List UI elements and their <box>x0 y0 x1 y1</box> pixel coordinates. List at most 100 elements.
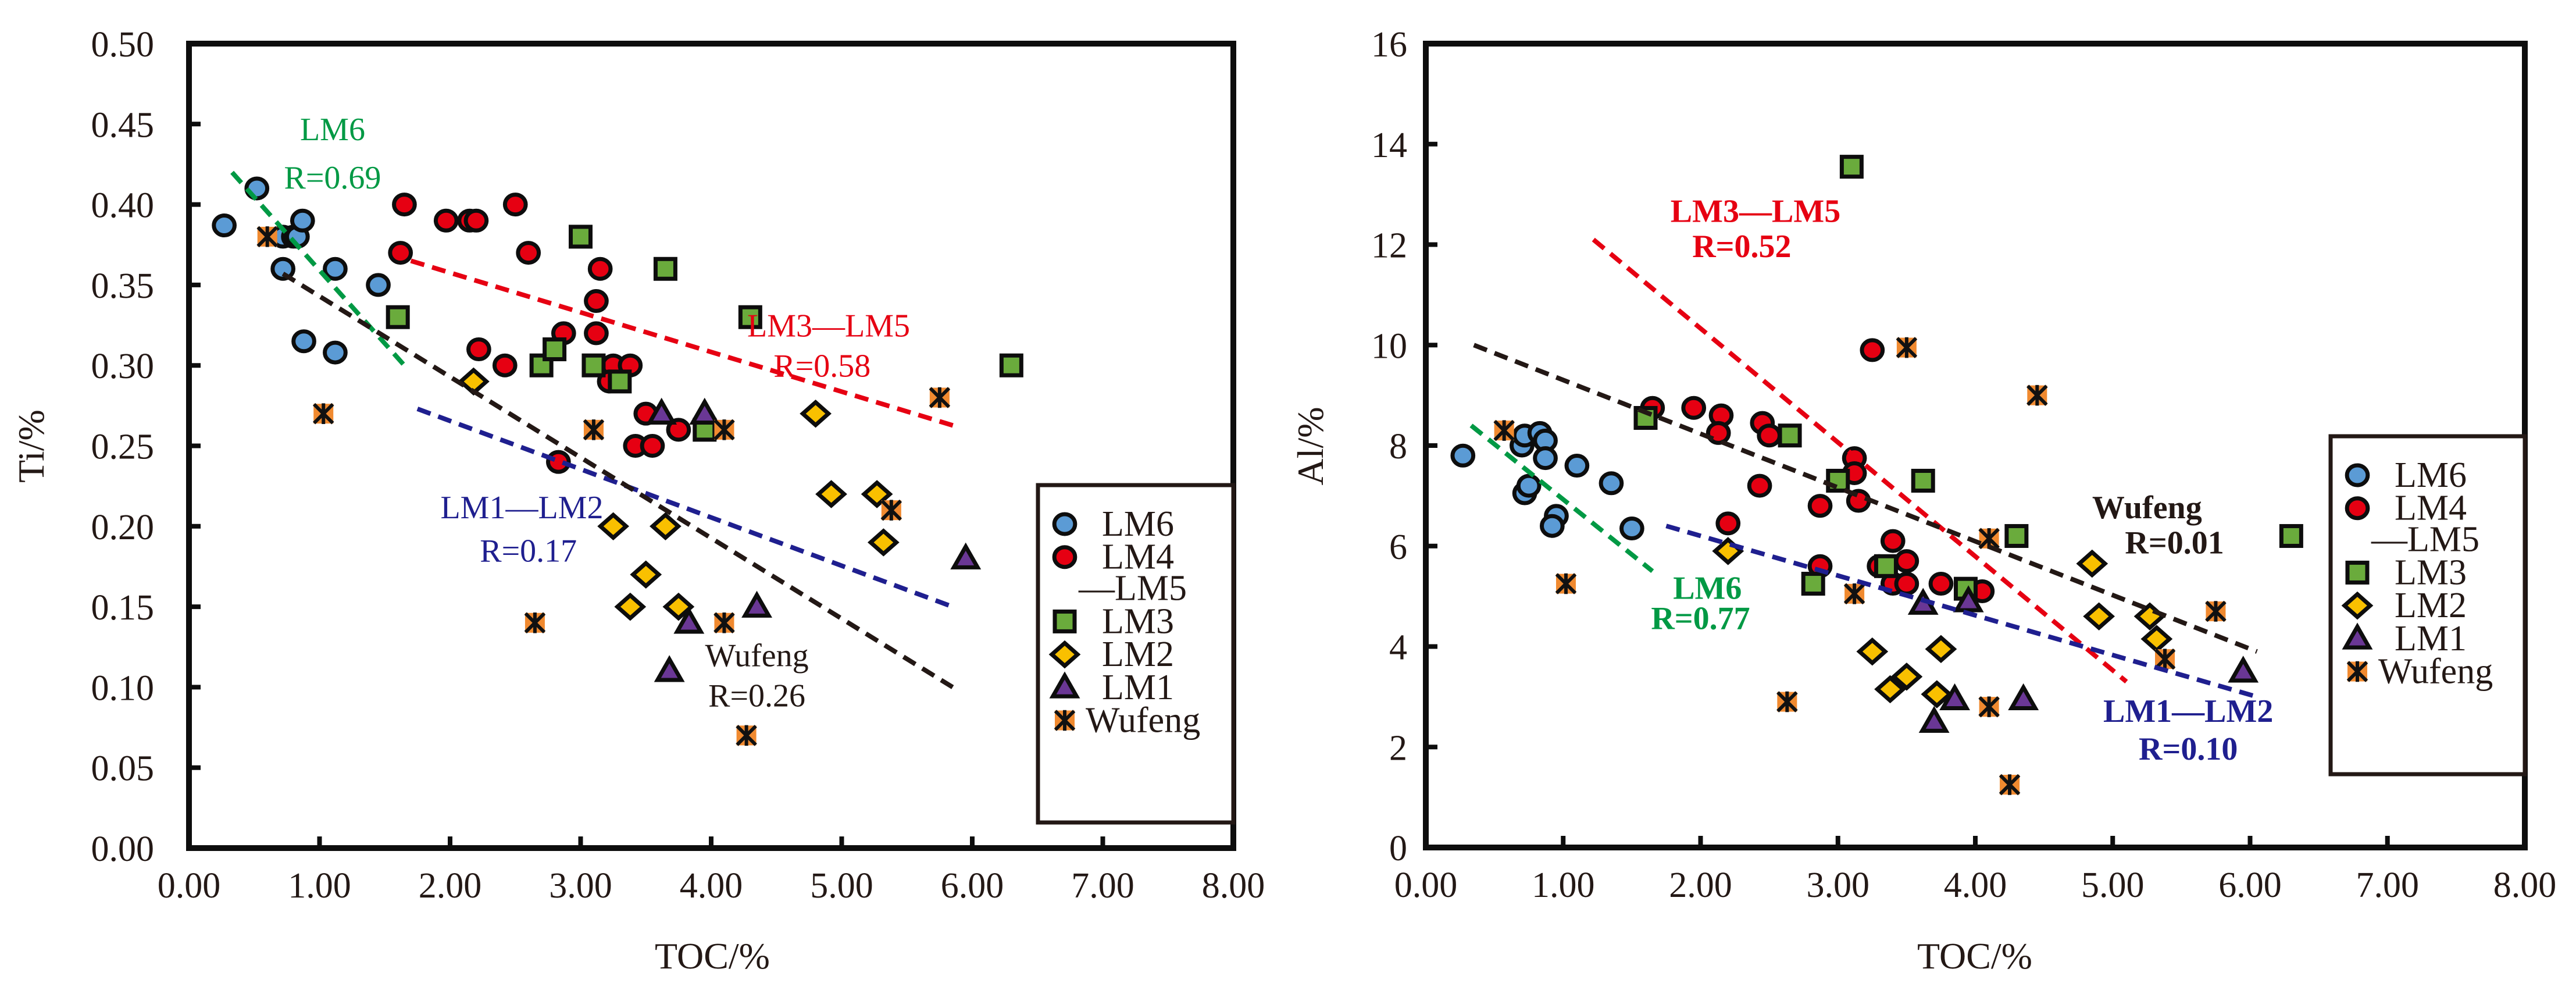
data-point <box>1715 511 1741 536</box>
asterisk-icon <box>312 403 334 425</box>
legend-marker-lm1 <box>1049 671 1080 699</box>
data-point <box>1999 774 2021 796</box>
trendline-label: LM3—LM5 <box>747 308 910 344</box>
data-point <box>1450 443 1476 468</box>
data-point <box>433 208 459 233</box>
x-tick-label: 2.00 <box>419 866 482 906</box>
trendline-r-value: R=0.52 <box>1692 229 1791 265</box>
data-point <box>583 419 605 441</box>
trendline-lm6 <box>230 170 406 367</box>
trendline-r-value: R=0.26 <box>708 678 805 714</box>
y-axis-title: Ti/% <box>10 409 52 483</box>
legend-label: LM4 <box>2395 489 2467 528</box>
data-point <box>392 193 417 217</box>
asterisk-icon <box>1896 337 1918 358</box>
legend-label: LM2 <box>1102 635 1174 674</box>
trendline-lm3-lm5 <box>410 258 958 429</box>
y-tick-label: 16 <box>1371 25 1407 65</box>
asterisk-icon <box>1493 419 1515 441</box>
data-point <box>614 592 647 621</box>
trendline-lm6 <box>1469 423 1654 574</box>
y-tick-label: 0.45 <box>91 105 155 145</box>
data-point <box>584 321 609 346</box>
data-point <box>212 213 237 238</box>
data-point <box>2008 683 2039 710</box>
legend-marker-lm3 <box>1052 609 1077 633</box>
asterisk-icon <box>1999 774 2021 796</box>
data-point <box>388 241 413 265</box>
legend-label: —LM5 <box>1078 569 1187 608</box>
y-tick-label: 0.50 <box>91 25 155 65</box>
legend-marker-wufeng <box>1054 710 1076 731</box>
data-point <box>666 418 691 442</box>
legend-label: LM3 <box>2395 553 2467 592</box>
data-point <box>1856 637 1889 666</box>
x-tick-label: 7.00 <box>2356 866 2420 905</box>
data-point <box>653 257 677 281</box>
data-point <box>608 369 632 394</box>
x-tick-label: 5.00 <box>810 866 873 906</box>
y-tick-label: 0.30 <box>91 347 155 386</box>
data-point <box>929 387 951 408</box>
data-point <box>654 655 685 682</box>
data-point <box>1564 454 1590 478</box>
data-point <box>1896 337 1918 358</box>
x-tick-label: 2.00 <box>1669 866 1732 905</box>
legend-label: LM6 <box>2395 455 2467 495</box>
x-tick-label: 8.00 <box>1202 866 1265 906</box>
y-tick-label: 8 <box>1389 427 1407 466</box>
data-point <box>1826 468 1850 493</box>
data-point <box>466 337 491 362</box>
series-wufeng <box>256 226 951 746</box>
data-point <box>1839 155 1864 179</box>
data-point <box>1925 635 1957 664</box>
legend-label: —LM5 <box>2371 520 2479 560</box>
data-point <box>366 273 391 297</box>
data-point <box>1911 468 1935 493</box>
data-point <box>502 193 528 217</box>
data-point <box>1807 494 1833 518</box>
data-point <box>2076 549 2108 578</box>
data-point <box>1890 663 1923 691</box>
data-point <box>673 607 705 634</box>
asterisk-icon <box>1054 710 1076 731</box>
asterisk-icon <box>880 499 902 521</box>
x-tick-label: 1.00 <box>1532 866 1595 905</box>
data-point <box>256 226 278 248</box>
trendline-r-value: R=0.77 <box>1651 600 1750 636</box>
trendline-r-value: R=0.69 <box>284 160 381 196</box>
data-point <box>1928 572 1954 596</box>
asterisk-icon <box>929 387 951 408</box>
x-tick-label: 5.00 <box>2081 866 2145 905</box>
trendline-lm1-lm2 <box>1665 524 2258 699</box>
legend-label: LM1 <box>1102 668 1174 707</box>
trendline-r-value: R=0.01 <box>2125 525 2224 561</box>
x-tick-label: 4.00 <box>680 866 743 906</box>
x-tick-label: 7.00 <box>1071 866 1134 906</box>
asterisk-icon <box>256 226 278 248</box>
x-axis-title: TOC/% <box>1917 935 2032 977</box>
data-point <box>800 399 832 428</box>
data-point <box>581 353 606 378</box>
trendline-r-value: R=0.58 <box>773 348 870 384</box>
y-tick-label: 0.35 <box>91 266 155 306</box>
x-tick-label: 0.00 <box>1394 866 1458 905</box>
series-lm3 <box>1633 155 2303 601</box>
data-point <box>2154 648 2176 670</box>
x-tick-label: 6.00 <box>2218 866 2282 905</box>
data-point <box>1894 549 1919 574</box>
legend-marker-lm4-lm5 <box>2345 496 2370 521</box>
legend-marker-lm6 <box>1052 512 1078 536</box>
y-tick-label: 0.05 <box>91 749 155 789</box>
series-lm1 <box>646 397 982 682</box>
data-point <box>950 542 982 569</box>
series-lm2 <box>1712 537 2173 708</box>
al-vs-toc-chart: Al/% TOC/% 0.00 1.00 2.00 3.00 4.00 5.00 6.00 7… <box>1290 25 2556 977</box>
data-point <box>650 512 682 541</box>
data-point <box>815 480 847 508</box>
data-point <box>543 337 567 362</box>
data-point <box>1599 471 1624 496</box>
trendline-label: LM3—LM5 <box>1671 194 1840 230</box>
data-point <box>1493 419 1515 441</box>
